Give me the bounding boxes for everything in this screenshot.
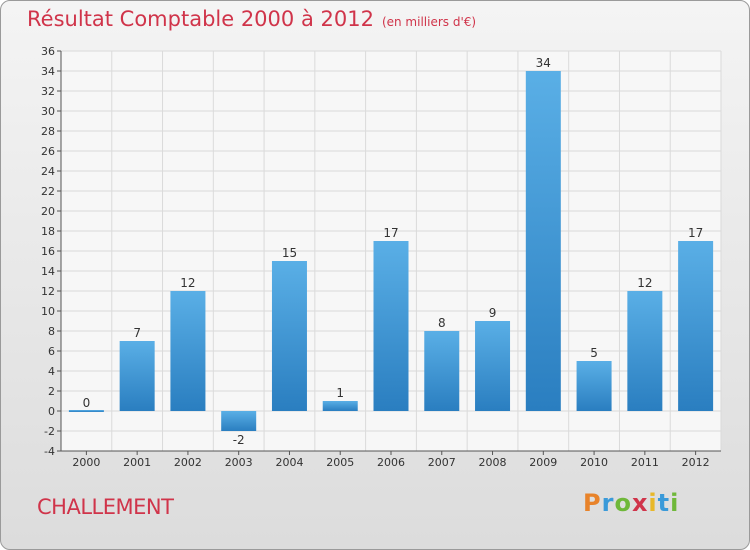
y-tick-label: 6 bbox=[48, 345, 55, 358]
x-tick-label: 2006 bbox=[377, 456, 405, 469]
x-tick-label: 2005 bbox=[326, 456, 354, 469]
bar bbox=[322, 401, 358, 411]
bar bbox=[627, 291, 663, 411]
y-tick-label: 36 bbox=[41, 45, 55, 58]
bar bbox=[475, 321, 511, 411]
bar-value-label: -2 bbox=[233, 433, 245, 447]
bar-value-label: 7 bbox=[133, 326, 141, 340]
x-tick-label: 2007 bbox=[428, 456, 456, 469]
bar-value-label: 34 bbox=[536, 56, 551, 70]
x-tick-label: 2008 bbox=[479, 456, 507, 469]
bar-value-label: 8 bbox=[438, 316, 446, 330]
bar-value-label: 9 bbox=[489, 306, 497, 320]
x-tick-label: 2002 bbox=[174, 456, 202, 469]
x-tick-label: 2010 bbox=[580, 456, 608, 469]
x-tick-label: 2000 bbox=[72, 456, 100, 469]
bar bbox=[373, 241, 409, 411]
y-tick-label: 12 bbox=[41, 285, 55, 298]
x-tick-label: 2009 bbox=[529, 456, 557, 469]
commune-name: CHALLEMENT bbox=[37, 495, 174, 519]
bar-value-label: 17 bbox=[383, 226, 398, 240]
bar-value-label: 17 bbox=[688, 226, 703, 240]
bar-value-label: 15 bbox=[282, 246, 297, 260]
bar bbox=[271, 261, 307, 411]
bar bbox=[576, 361, 612, 411]
x-tick-label: 2003 bbox=[225, 456, 253, 469]
y-tick-label: 0 bbox=[48, 405, 55, 418]
bar bbox=[221, 411, 257, 431]
bar bbox=[68, 410, 104, 412]
chart-title-line: Résultat Comptable 2000 à 2012 (en millie… bbox=[27, 7, 476, 31]
bar-value-label: 1 bbox=[336, 386, 344, 400]
bar-value-label: 12 bbox=[180, 276, 195, 290]
y-tick-label: 28 bbox=[41, 125, 55, 138]
bars bbox=[68, 71, 714, 431]
chart-subtitle: (en milliers d'€) bbox=[381, 15, 477, 29]
y-tick-label: 20 bbox=[41, 205, 55, 218]
y-tick-label: -4 bbox=[44, 445, 55, 458]
y-tick-label: 26 bbox=[41, 145, 55, 158]
x-tick-label: 2001 bbox=[123, 456, 151, 469]
labels: -4-2024681012141618202224262830323436200… bbox=[41, 45, 710, 469]
y-tick-label: -2 bbox=[44, 425, 55, 438]
x-tick-label: 2011 bbox=[631, 456, 659, 469]
y-tick-label: 4 bbox=[48, 365, 55, 378]
y-tick-label: 34 bbox=[41, 65, 55, 78]
bar bbox=[424, 331, 460, 411]
bar-value-label: 5 bbox=[590, 346, 598, 360]
y-tick-label: 10 bbox=[41, 305, 55, 318]
y-tick-label: 8 bbox=[48, 325, 55, 338]
bar bbox=[525, 71, 561, 411]
chart-title: Résultat Comptable 2000 à 2012 bbox=[27, 7, 374, 31]
y-tick-label: 32 bbox=[41, 85, 55, 98]
bar-value-label: 0 bbox=[83, 396, 91, 410]
y-tick-label: 22 bbox=[41, 185, 55, 198]
y-tick-label: 16 bbox=[41, 245, 55, 258]
x-tick-label: 2012 bbox=[682, 456, 710, 469]
y-tick-label: 24 bbox=[41, 165, 55, 178]
y-tick-label: 2 bbox=[48, 385, 55, 398]
y-tick-label: 14 bbox=[41, 265, 55, 278]
y-tick-label: 18 bbox=[41, 225, 55, 238]
bar bbox=[170, 291, 206, 411]
bar bbox=[119, 341, 155, 411]
proxiti-logo[interactable]: Proxiti bbox=[583, 489, 680, 517]
y-tick-label: 30 bbox=[41, 105, 55, 118]
bar bbox=[678, 241, 714, 411]
x-tick-label: 2004 bbox=[275, 456, 303, 469]
axes bbox=[57, 50, 721, 455]
bar-value-label: 12 bbox=[637, 276, 652, 290]
